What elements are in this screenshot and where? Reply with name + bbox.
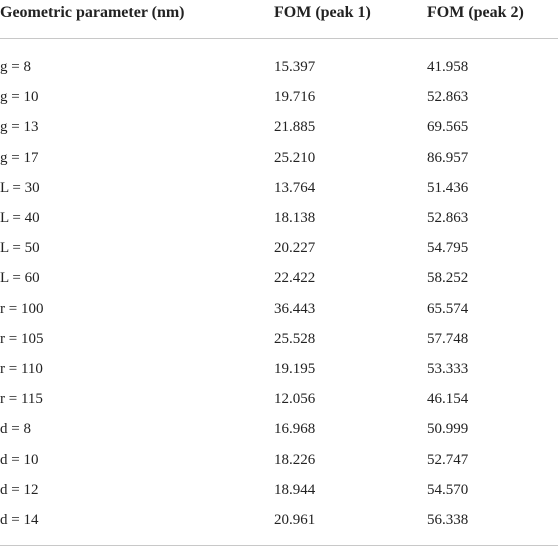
- value-cell: 13.764: [274, 179, 316, 196]
- value-cell: 15.397: [274, 59, 316, 75]
- value-cell: 57.748: [427, 330, 469, 347]
- value-cell: 12.056: [274, 391, 316, 408]
- row-label: L = 30: [0, 179, 40, 196]
- row-label: g = 13: [0, 119, 39, 136]
- value-cell: 36.443: [274, 300, 316, 317]
- value-cell: 25.528: [274, 330, 316, 347]
- value-cell: 58.252: [427, 270, 469, 287]
- row-label: r = 105: [0, 330, 44, 347]
- value-cell: 25.210: [274, 149, 316, 166]
- value-cell: 20.961: [274, 512, 316, 528]
- row-label: r = 115: [0, 391, 43, 408]
- value-cell: 53.333: [427, 361, 469, 377]
- value-cell: 69.565: [427, 119, 469, 136]
- value-cell: 54.795: [427, 240, 469, 257]
- value-cell: 18.944: [274, 481, 316, 498]
- header-cell: Geometric parameter (nm): [0, 4, 185, 21]
- header-rule: [0, 38, 558, 39]
- row-label: L = 50: [0, 240, 40, 257]
- value-cell: 56.338: [427, 512, 469, 528]
- row-label: d = 10: [0, 451, 39, 468]
- row-label: L = 40: [0, 210, 40, 226]
- value-cell: 41.958: [427, 59, 469, 75]
- row-label: L = 60: [0, 270, 40, 287]
- value-cell: 22.422: [274, 270, 316, 287]
- value-cell: 20.227: [274, 240, 316, 257]
- value-cell: 54.570: [427, 481, 469, 498]
- bottom-rule: [0, 545, 558, 546]
- value-cell: 18.226: [274, 451, 316, 468]
- value-cell: 86.957: [427, 149, 469, 166]
- value-cell: 16.968: [274, 421, 316, 438]
- row-label: d = 12: [0, 481, 39, 498]
- row-label: r = 110: [0, 361, 43, 377]
- value-cell: 65.574: [427, 300, 469, 317]
- row-label: r = 100: [0, 300, 44, 317]
- value-cell: 52.863: [427, 89, 469, 106]
- value-cell: 52.747: [427, 451, 469, 468]
- header-cell: FOM (peak 1): [274, 4, 371, 21]
- row-label: g = 10: [0, 89, 39, 106]
- header-cell: FOM (peak 2): [427, 4, 524, 21]
- value-cell: 51.436: [427, 179, 469, 196]
- value-cell: 19.716: [274, 89, 316, 106]
- value-cell: 18.138: [274, 210, 316, 226]
- value-cell: 21.885: [274, 119, 316, 136]
- value-cell: 50.999: [427, 421, 469, 438]
- row-label: g = 17: [0, 149, 39, 166]
- row-label: d = 8: [0, 421, 31, 438]
- value-cell: 52.863: [427, 210, 469, 226]
- value-cell: 19.195: [274, 361, 316, 377]
- row-label: d = 14: [0, 512, 39, 528]
- row-label: g = 8: [0, 59, 31, 75]
- value-cell: 46.154: [427, 391, 469, 408]
